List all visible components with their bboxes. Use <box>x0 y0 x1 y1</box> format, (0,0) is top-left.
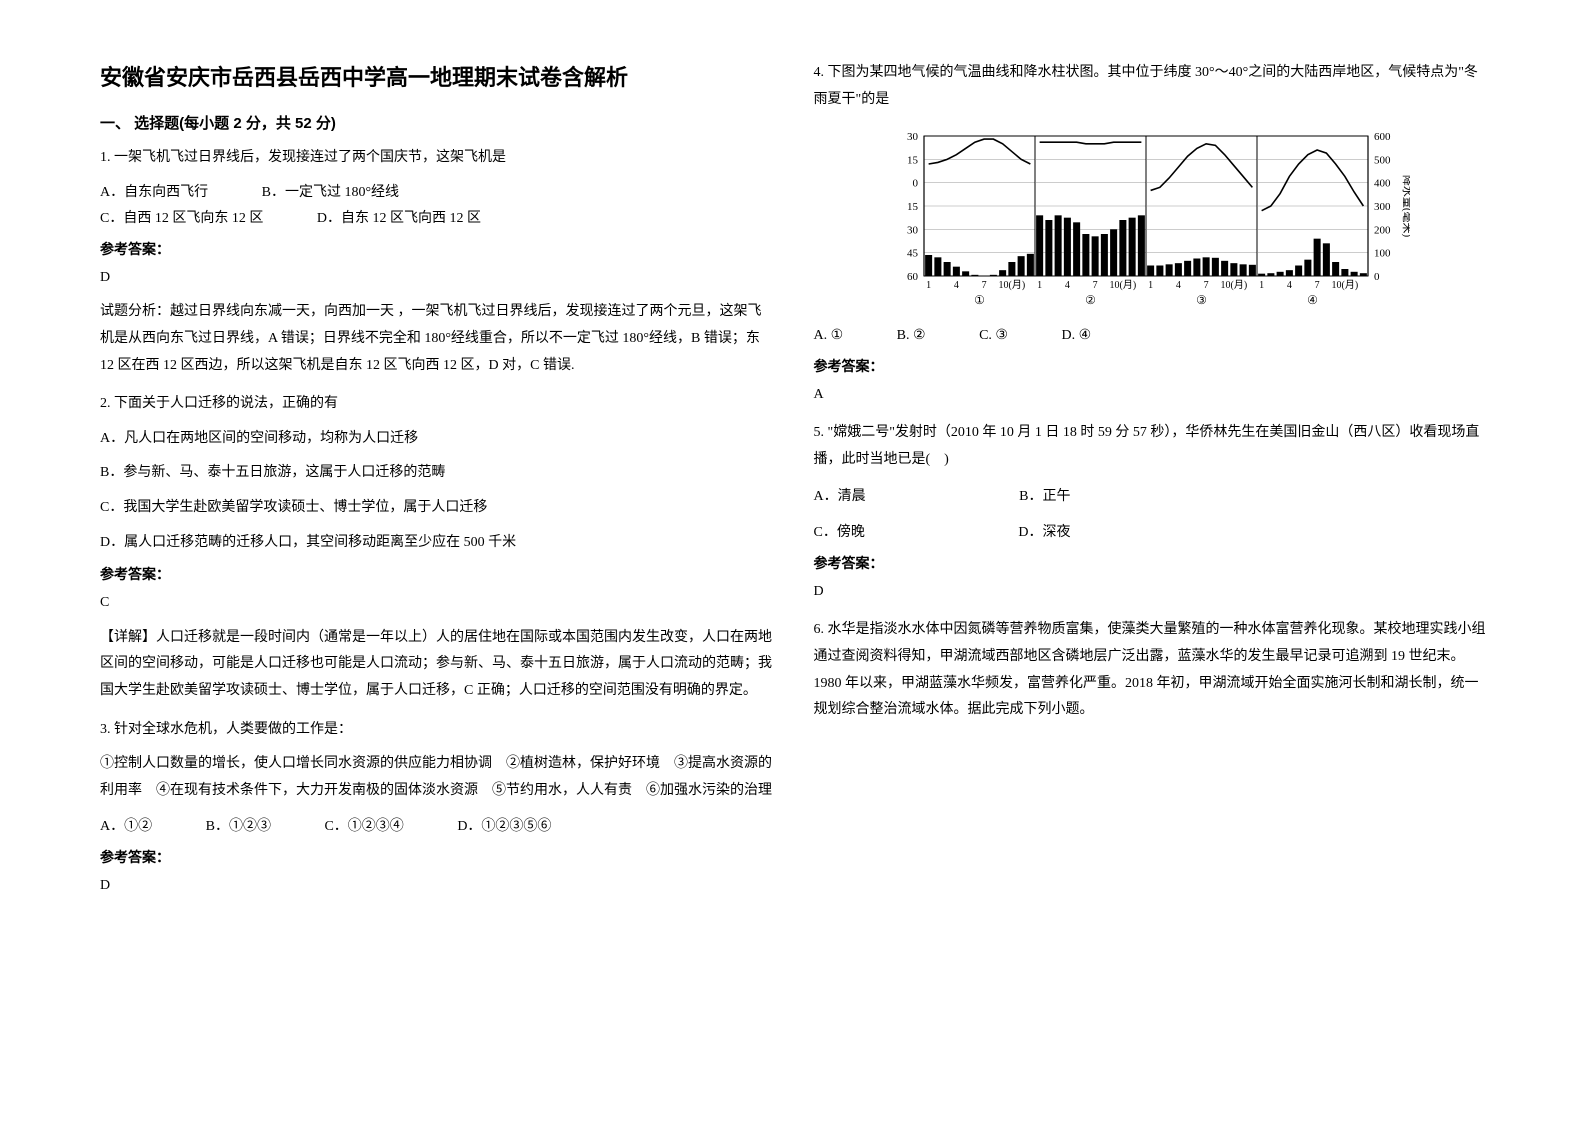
svg-text:7: 7 <box>1093 280 1098 291</box>
q2-optB: B．参与新、马、泰十五日旅游，这属于人口迁移的范畴 <box>100 460 774 487</box>
q1-explanation: 试题分析：越过日界线向东减一天，向西加一天 ，一架飞机飞过日界线后，发现接连过了… <box>100 299 774 379</box>
q1-stem: 1. 一架飞机飞过日界线后，发现接连过了两个国庆节，这架飞机是 <box>100 145 774 172</box>
q4-answer-label: 参考答案： <box>814 356 1488 376</box>
q5-answer-label: 参考答案： <box>814 553 1488 573</box>
q3-body: ①控制人口数量的增长，使人口增长同水资源的供应能力相协调 ②植树造林，保护好环境… <box>100 751 774 804</box>
q4-answer: A <box>814 382 1488 409</box>
q5-optB: B．正午 <box>1019 484 1070 511</box>
climate-svg: 30 15 0 15 30 45 60 600 500 400 300 200 100 0 降水量(毫米) 1… <box>890 128 1410 308</box>
svg-text:4: 4 <box>1065 280 1070 291</box>
svg-text:30: 30 <box>907 131 919 143</box>
svg-text:400: 400 <box>1374 178 1391 190</box>
svg-text:7: 7 <box>1204 280 1209 291</box>
svg-text:③: ③ <box>1196 293 1207 307</box>
page-title: 安徽省安庆市岳西县岳西中学高一地理期末试卷含解析 <box>100 60 774 92</box>
q2-optC: C．我国大学生赴欧美留学攻读硕士、博士学位，属于人口迁移 <box>100 495 774 522</box>
svg-text:15: 15 <box>907 155 919 167</box>
q4-optA: A. ① <box>814 323 844 350</box>
q4-stem: 4. 下图为某四地气候的气温曲线和降水柱状图。其中位于纬度 30°～40°之间的… <box>814 60 1488 113</box>
q3-optC: C．①②③④ <box>324 814 403 841</box>
svg-text:0: 0 <box>913 178 919 190</box>
q5-stem: 5. "嫦娥二号"发射时（2010 年 10 月 1 日 18 时 59 分 5… <box>814 420 1488 473</box>
svg-text:降水量(毫米): 降水量(毫米) <box>1401 175 1410 238</box>
svg-text:4: 4 <box>1287 280 1292 291</box>
svg-text:600: 600 <box>1374 131 1391 143</box>
svg-text:100: 100 <box>1374 248 1391 260</box>
q2-answer: C <box>100 590 774 617</box>
svg-text:15: 15 <box>907 201 919 213</box>
svg-text:45: 45 <box>907 248 919 260</box>
q1-answer-label: 参考答案： <box>100 239 774 259</box>
q3-answer: D <box>100 873 774 900</box>
svg-text:10(月): 10(月) <box>1221 279 1248 291</box>
q4-optD: D. ④ <box>1061 323 1091 350</box>
q5-answer: D <box>814 579 1488 606</box>
q2-stem: 2. 下面关于人口迁移的说法，正确的有 <box>100 391 774 418</box>
q1-optA: A．自东向西飞行 <box>100 180 208 207</box>
svg-text:7: 7 <box>982 280 987 291</box>
q6-stem: 6. 水华是指淡水水体中因氮磷等营养物质富集，使藻类大量繁殖的一种水体富营养化现… <box>814 617 1488 723</box>
svg-text:4: 4 <box>954 280 959 291</box>
q2-optD: D．属人口迁移范畴的迁移人口，其空间移动距离至少应在 500 千米 <box>100 530 774 557</box>
q1-optC: C．自西 12 区飞向东 12 区 <box>100 206 263 233</box>
climate-chart: 30 15 0 15 30 45 60 600 500 400 300 200 100 0 降水量(毫米) 1… <box>814 128 1488 308</box>
svg-text:1: 1 <box>1148 280 1153 291</box>
svg-text:④: ④ <box>1307 293 1318 307</box>
question-6: 6. 水华是指淡水水体中因氮磷等营养物质富集，使藻类大量繁殖的一种水体富营养化现… <box>814 617 1488 723</box>
svg-text:1: 1 <box>1259 280 1264 291</box>
svg-text:10(月): 10(月) <box>1110 279 1137 291</box>
q5-optC: C．傍晚 <box>814 520 865 547</box>
svg-text:1: 1 <box>926 280 931 291</box>
question-4: 4. 下图为某四地气候的气温曲线和降水柱状图。其中位于纬度 30°～40°之间的… <box>814 60 1488 408</box>
question-5: 5. "嫦娥二号"发射时（2010 年 10 月 1 日 18 时 59 分 5… <box>814 420 1488 605</box>
svg-text:500: 500 <box>1374 155 1391 167</box>
q5-optD: D．深夜 <box>1018 520 1070 547</box>
svg-text:4: 4 <box>1176 280 1181 291</box>
svg-text:0: 0 <box>1374 271 1380 283</box>
q1-optB: B．一定飞过 180°经线 <box>262 180 399 207</box>
q4-optB: B. ② <box>897 323 926 350</box>
svg-text:300: 300 <box>1374 201 1391 213</box>
q2-answer-label: 参考答案： <box>100 564 774 584</box>
q4-optC: C. ③ <box>979 323 1008 350</box>
q3-optA: A．①② <box>100 814 152 841</box>
svg-text:200: 200 <box>1374 225 1391 237</box>
q1-optD: D．自东 12 区飞向西 12 区 <box>317 206 481 233</box>
q2-optA: A．凡人口在两地区间的空间移动，均称为人口迁移 <box>100 426 774 453</box>
svg-text:30: 30 <box>907 225 919 237</box>
question-3: 3. 针对全球水危机，人类要做的工作是： ①控制人口数量的增长，使人口增长同水资… <box>100 717 774 900</box>
svg-text:②: ② <box>1085 293 1096 307</box>
question-1: 1. 一架飞机飞过日界线后，发现接连过了两个国庆节，这架飞机是 A．自东向西飞行… <box>100 145 774 379</box>
q3-optB: B．①②③ <box>206 814 271 841</box>
q1-answer: D <box>100 265 774 292</box>
svg-text:10(月): 10(月) <box>999 279 1026 291</box>
q3-optD: D．①②③⑤⑥ <box>457 814 551 841</box>
q5-optA: A．清晨 <box>814 484 866 511</box>
svg-text:1: 1 <box>1037 280 1042 291</box>
svg-text:10(月): 10(月) <box>1332 279 1359 291</box>
svg-text:①: ① <box>974 293 985 307</box>
q3-answer-label: 参考答案： <box>100 847 774 867</box>
svg-text:7: 7 <box>1315 280 1320 291</box>
question-2: 2. 下面关于人口迁移的说法，正确的有 A．凡人口在两地区间的空间移动，均称为人… <box>100 391 774 704</box>
section-header: 一、 选择题(每小题 2 分，共 52 分) <box>100 112 774 133</box>
q3-stem: 3. 针对全球水危机，人类要做的工作是： <box>100 717 774 744</box>
svg-text:60: 60 <box>907 271 919 283</box>
q2-explanation: 【详解】人口迁移就是一段时间内（通常是一年以上）人的居住地在国际或本国范围内发生… <box>100 625 774 705</box>
